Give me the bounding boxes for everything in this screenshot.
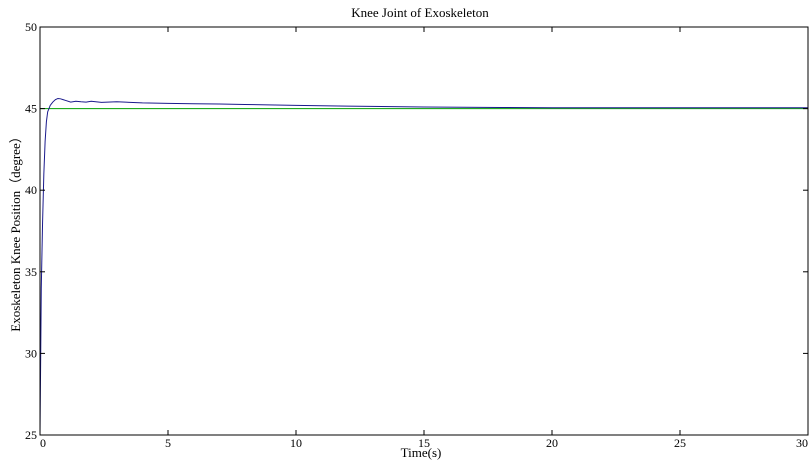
y-tick-label: 50 xyxy=(25,20,37,34)
response-line xyxy=(39,97,808,436)
x-tick-label: 20 xyxy=(546,436,558,450)
plot-frame xyxy=(39,26,809,436)
y-tick-label: 25 xyxy=(25,428,37,442)
plot-area xyxy=(40,27,808,435)
y-tick-label: 45 xyxy=(25,102,37,116)
x-tick-label: 25 xyxy=(674,436,686,450)
y-tick-label: 35 xyxy=(25,265,37,279)
x-tick-label: 5 xyxy=(165,436,171,450)
x-tick-label: 15 xyxy=(418,436,430,450)
x-tick-label: 30 xyxy=(796,436,808,450)
x-axis-label: Time(s) xyxy=(401,445,442,460)
chart-title: Knee Joint of Exoskeleton xyxy=(351,5,489,20)
y-tick-label: 30 xyxy=(25,346,37,360)
series-layer xyxy=(39,97,808,436)
y-axis-label: Exoskeleton Knee Position（degree） xyxy=(8,130,23,331)
y-tick-label: 40 xyxy=(25,183,37,197)
x-tick-label: 0 xyxy=(40,436,46,450)
x-tick-label: 10 xyxy=(290,436,302,450)
ticks-layer: 0 5 10 15 20 25 30 25 30 35 40 45 50 xyxy=(25,20,809,450)
